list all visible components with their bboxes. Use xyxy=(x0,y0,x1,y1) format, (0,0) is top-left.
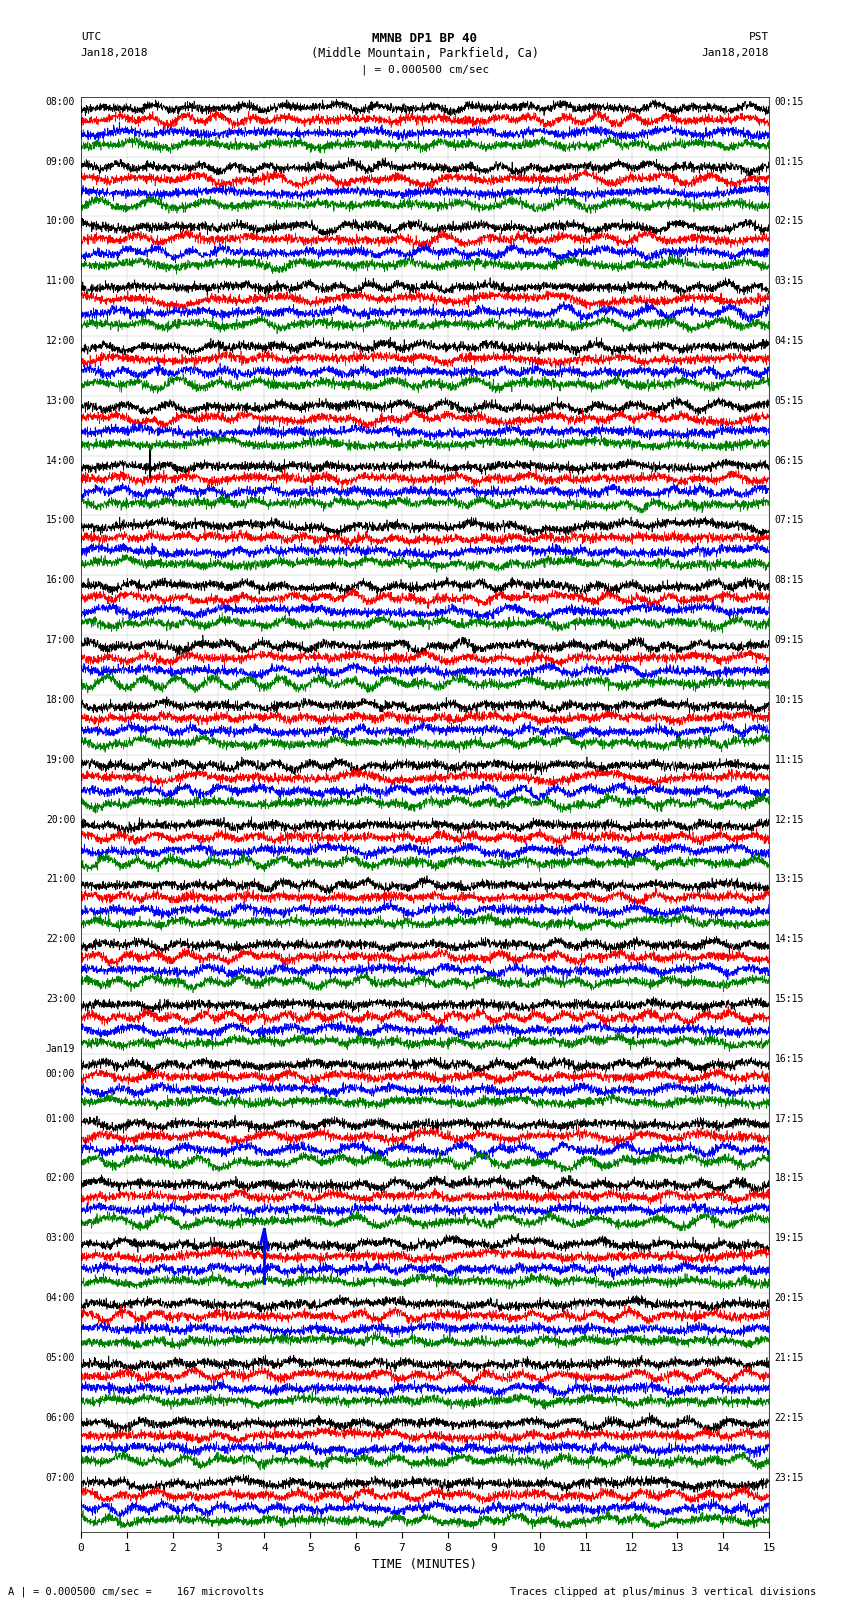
Text: 17:15: 17:15 xyxy=(774,1113,804,1124)
Text: 01:00: 01:00 xyxy=(46,1113,76,1124)
Text: 20:00: 20:00 xyxy=(46,815,76,824)
Text: A | = 0.000500 cm/sec =    167 microvolts: A | = 0.000500 cm/sec = 167 microvolts xyxy=(8,1587,264,1597)
Text: 05:00: 05:00 xyxy=(46,1353,76,1363)
Text: 18:15: 18:15 xyxy=(774,1174,804,1184)
Text: UTC: UTC xyxy=(81,32,101,42)
Text: 00:00: 00:00 xyxy=(46,1069,76,1079)
Text: 12:00: 12:00 xyxy=(46,336,76,347)
Text: 14:00: 14:00 xyxy=(46,455,76,466)
Text: 03:00: 03:00 xyxy=(46,1234,76,1244)
Text: 08:15: 08:15 xyxy=(774,576,804,586)
Text: Traces clipped at plus/minus 3 vertical divisions: Traces clipped at plus/minus 3 vertical … xyxy=(510,1587,816,1597)
Text: 11:00: 11:00 xyxy=(46,276,76,286)
Text: PST: PST xyxy=(749,32,769,42)
Text: 22:00: 22:00 xyxy=(46,934,76,944)
Text: 23:15: 23:15 xyxy=(774,1473,804,1482)
Text: 18:00: 18:00 xyxy=(46,695,76,705)
Text: Jan18,2018: Jan18,2018 xyxy=(81,48,148,58)
Text: 15:00: 15:00 xyxy=(46,516,76,526)
Text: 05:15: 05:15 xyxy=(774,395,804,406)
Text: 00:15: 00:15 xyxy=(774,97,804,106)
Text: 07:15: 07:15 xyxy=(774,516,804,526)
Text: 23:00: 23:00 xyxy=(46,994,76,1003)
Text: 11:15: 11:15 xyxy=(774,755,804,765)
Text: 10:15: 10:15 xyxy=(774,695,804,705)
Text: 09:00: 09:00 xyxy=(46,156,76,166)
Text: 03:15: 03:15 xyxy=(774,276,804,286)
Text: 08:00: 08:00 xyxy=(46,97,76,106)
Text: | = 0.000500 cm/sec: | = 0.000500 cm/sec xyxy=(361,65,489,74)
Text: 19:15: 19:15 xyxy=(774,1234,804,1244)
Text: 10:00: 10:00 xyxy=(46,216,76,226)
Text: Jan18,2018: Jan18,2018 xyxy=(702,48,769,58)
Text: 22:15: 22:15 xyxy=(774,1413,804,1423)
Text: 04:15: 04:15 xyxy=(774,336,804,347)
Text: (Middle Mountain, Parkfield, Ca): (Middle Mountain, Parkfield, Ca) xyxy=(311,47,539,60)
Text: 17:00: 17:00 xyxy=(46,636,76,645)
Text: 16:15: 16:15 xyxy=(774,1053,804,1065)
Text: 13:00: 13:00 xyxy=(46,395,76,406)
Text: 09:15: 09:15 xyxy=(774,636,804,645)
Text: 16:00: 16:00 xyxy=(46,576,76,586)
Text: 21:15: 21:15 xyxy=(774,1353,804,1363)
Text: 04:00: 04:00 xyxy=(46,1294,76,1303)
Text: 07:00: 07:00 xyxy=(46,1473,76,1482)
X-axis label: TIME (MINUTES): TIME (MINUTES) xyxy=(372,1558,478,1571)
Text: 01:15: 01:15 xyxy=(774,156,804,166)
Text: 13:15: 13:15 xyxy=(774,874,804,884)
Text: Jan19: Jan19 xyxy=(46,1044,76,1053)
Text: 02:15: 02:15 xyxy=(774,216,804,226)
Text: 12:15: 12:15 xyxy=(774,815,804,824)
Text: 14:15: 14:15 xyxy=(774,934,804,944)
Text: 02:00: 02:00 xyxy=(46,1174,76,1184)
Text: 19:00: 19:00 xyxy=(46,755,76,765)
Text: 06:15: 06:15 xyxy=(774,455,804,466)
Text: MMNB DP1 BP 40: MMNB DP1 BP 40 xyxy=(372,32,478,45)
Text: 06:00: 06:00 xyxy=(46,1413,76,1423)
Text: 20:15: 20:15 xyxy=(774,1294,804,1303)
Text: 21:00: 21:00 xyxy=(46,874,76,884)
Text: 15:15: 15:15 xyxy=(774,994,804,1003)
